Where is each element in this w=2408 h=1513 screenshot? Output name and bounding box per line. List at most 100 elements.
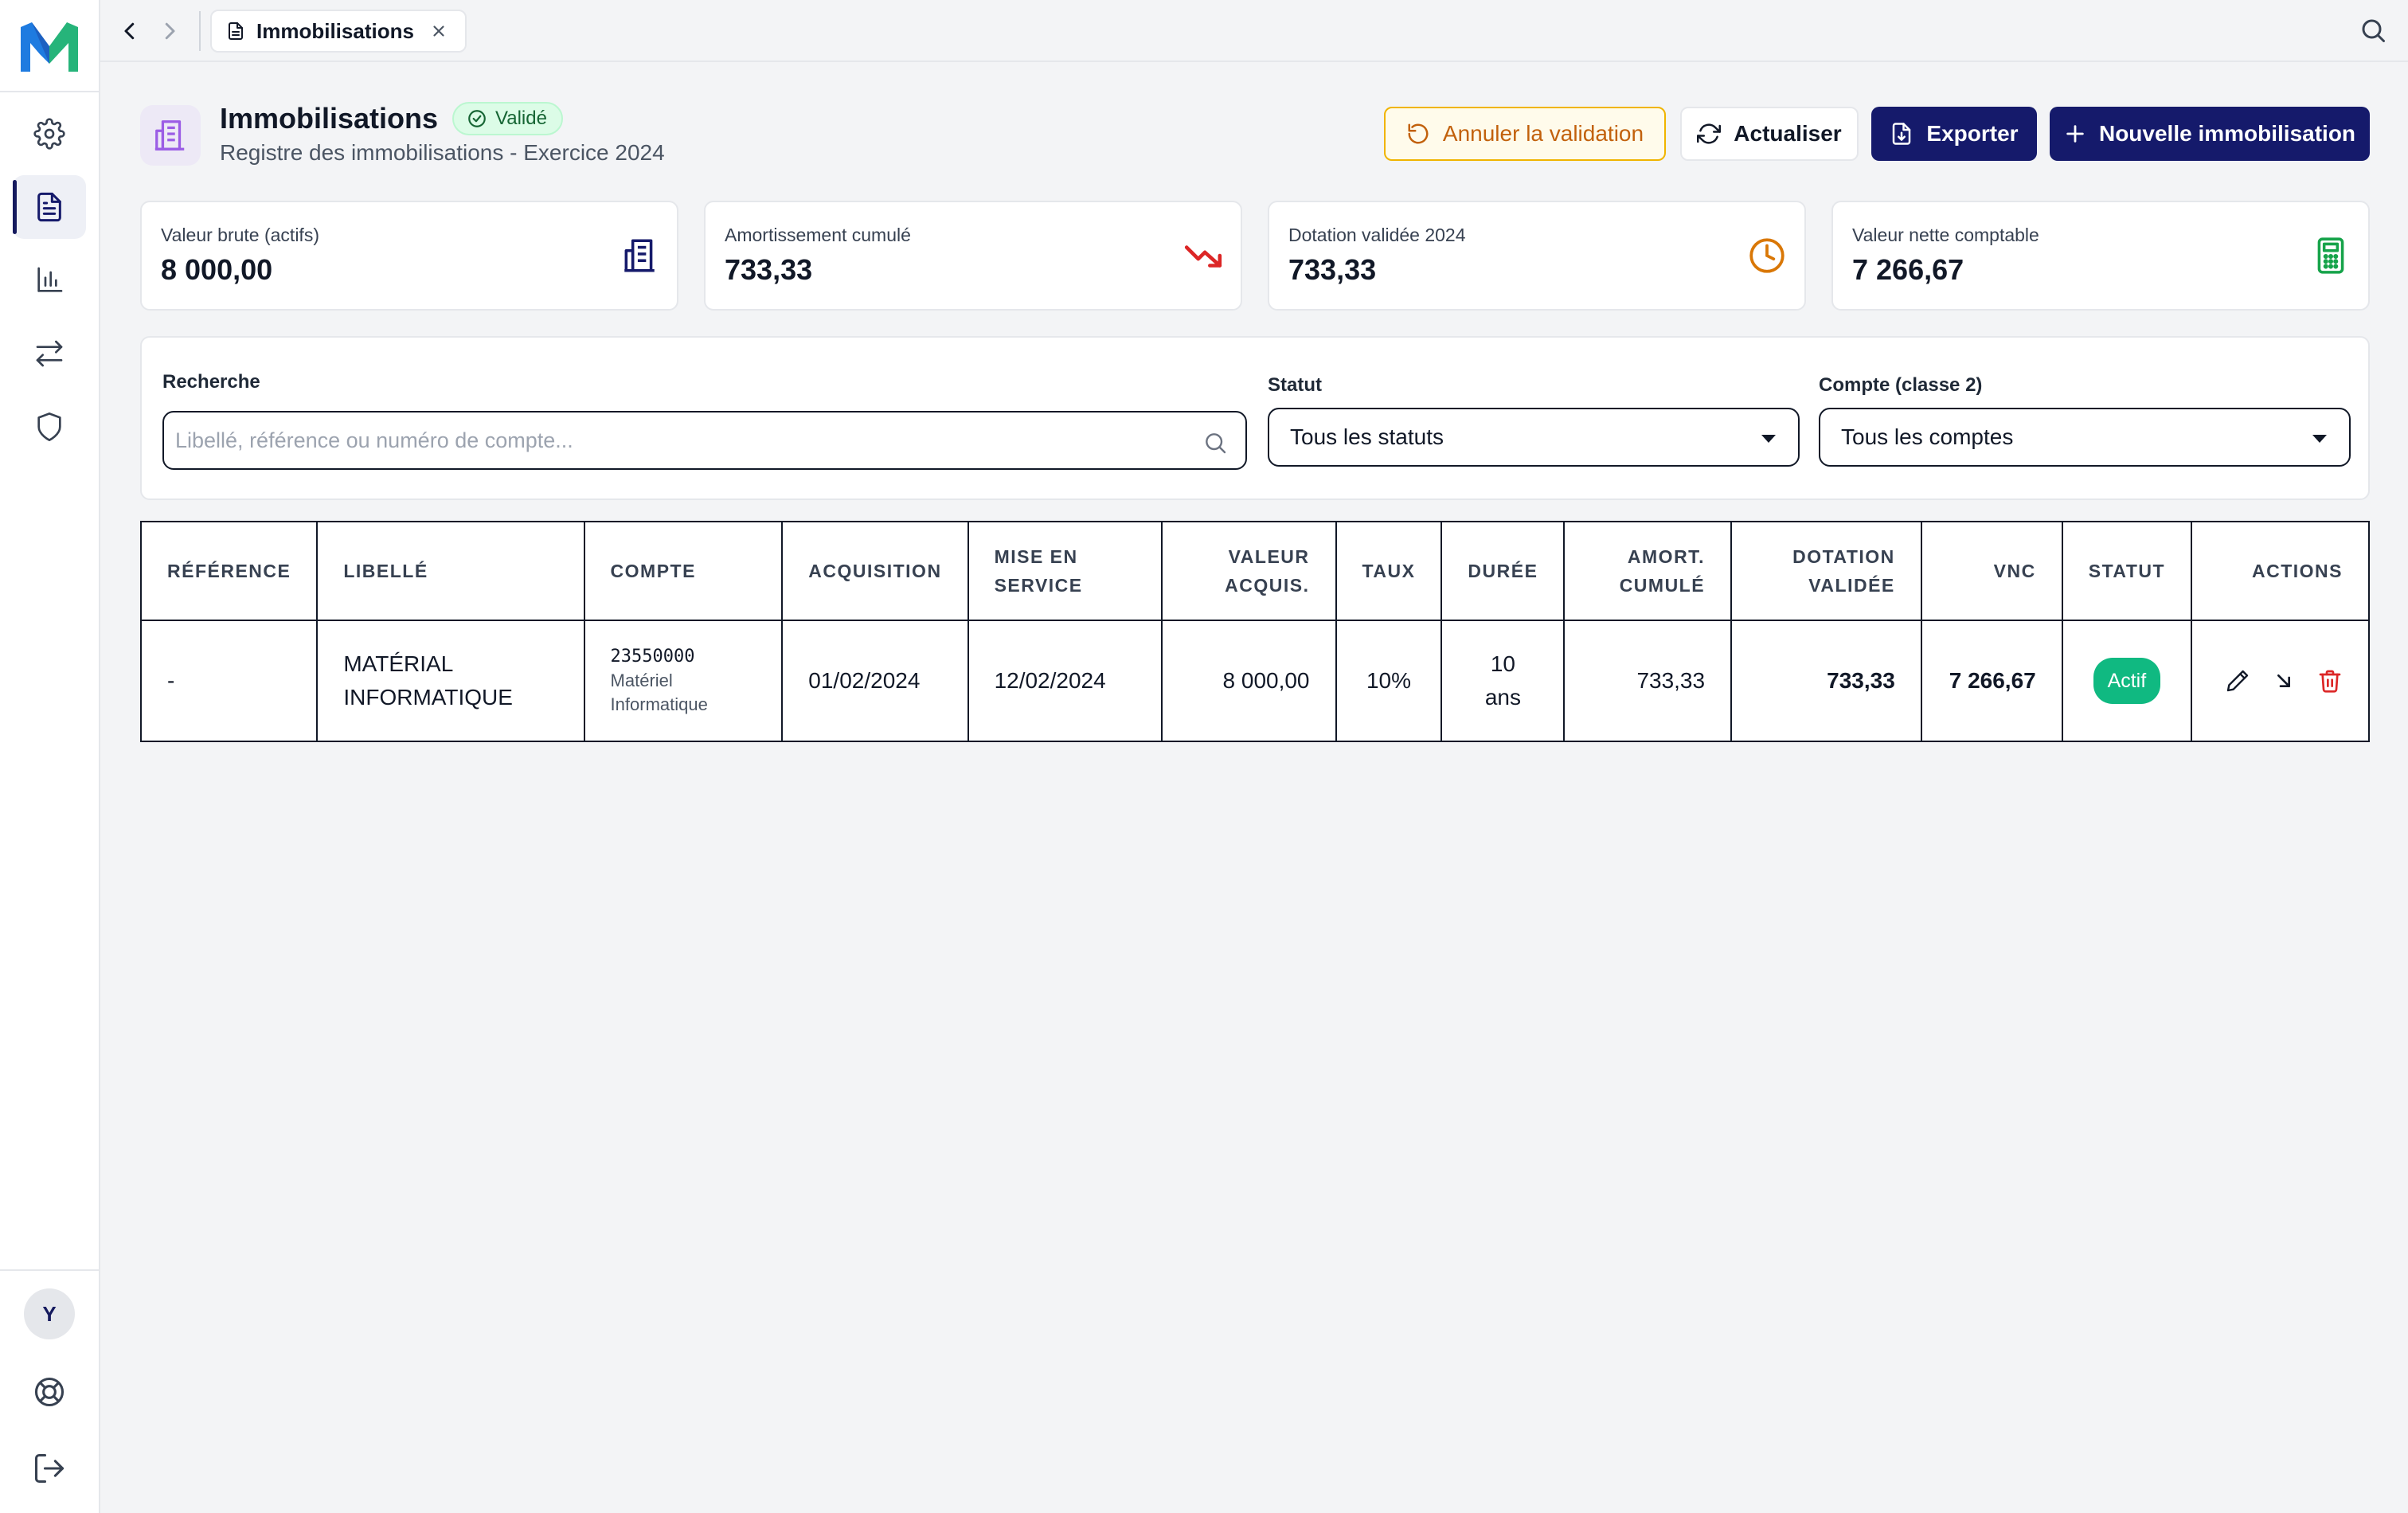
tab-immobilisations[interactable]: Immobilisations (210, 10, 467, 53)
cancel-validation-button[interactable]: Annuler la validation (1384, 107, 1666, 161)
cell-accumulated-amort: 733,33 (1563, 620, 1733, 742)
cell-label: MATÉRIAL INFORMATIQUE (316, 620, 585, 742)
calculator-icon (2317, 237, 2344, 274)
back-arrow-icon[interactable] (118, 19, 142, 43)
column-header-validated-dotation[interactable]: DOTATION VALIDÉE (1730, 521, 1922, 621)
arrow-down-right-icon[interactable] (2271, 668, 2297, 694)
status-select-value: Tous les statuts (1290, 424, 1444, 449)
column-header-accumulated-amort[interactable]: AMORT. CUMULÉ (1563, 521, 1733, 621)
filters-panel: Recherche Statut Tous les statuts Compte… (140, 336, 2370, 500)
chevron-down-icon (2312, 435, 2327, 443)
assets-table: RÉFÉRENCE LIBELLÉ COMPTE ACQUISITION MIS… (139, 521, 2370, 742)
kpi-card-validated-allowance: Dotation validée 2024 733,33 (1268, 201, 1806, 311)
cell-text: MATÉRIAL (343, 651, 454, 676)
header-text: VNC (1993, 561, 2036, 581)
cell-acquisition-value: 8 000,00 (1161, 620, 1337, 742)
cell-text: ans (1484, 685, 1521, 710)
column-header-rate[interactable]: TAUX (1335, 521, 1443, 621)
forward-arrow-icon[interactable] (158, 19, 182, 43)
kpi-value: 7 266,67 (1852, 253, 1964, 286)
cell-acquisition-date: 01/02/2024 (781, 620, 969, 742)
kpi-label: Valeur brute (actifs) (161, 225, 319, 245)
kpi-card-accumulated-depreciation: Amortissement cumulé 733,33 (704, 201, 1242, 311)
tab-bar: Immobilisations (100, 0, 2408, 62)
account-select[interactable]: Tous les comptes (1819, 408, 2351, 467)
account-name: Matériel Informatique (611, 669, 756, 717)
column-header-label[interactable]: LIBELLÉ (316, 521, 585, 621)
status-badge: Validé (452, 102, 563, 135)
search-label: Recherche (162, 371, 260, 393)
column-header-acquisition[interactable]: ACQUISITION (781, 521, 969, 621)
column-header-vnc[interactable]: VNC (1920, 521, 2063, 621)
header-text: DOTATION (1792, 546, 1895, 567)
clock-icon (1749, 238, 1784, 273)
table-row[interactable]: - MATÉRIAL INFORMATIQUE 23550000 Matériel… (139, 620, 2370, 742)
account-number: 23550000 (610, 647, 695, 667)
app-logo[interactable] (21, 22, 78, 72)
add-asset-button[interactable]: Nouvelle immobilisation (2050, 107, 2370, 161)
page-icon (140, 105, 201, 166)
account-select-value: Tous les comptes (1841, 424, 2014, 449)
search-icon[interactable] (2359, 16, 2387, 45)
kpi-value: 733,33 (725, 253, 813, 286)
document-icon (229, 22, 243, 40)
sidebar-item-settings[interactable] (13, 102, 86, 166)
edit-icon[interactable] (2225, 668, 2250, 694)
chevron-down-icon (1761, 435, 1776, 443)
search-input[interactable] (175, 420, 1194, 460)
search-icon (1206, 433, 1226, 454)
sidebar-item-transfers[interactable] (13, 322, 86, 385)
building-icon (624, 239, 655, 272)
cell-text: INFORMATIQUE (343, 685, 513, 710)
gear-icon (33, 118, 65, 150)
refresh-label: Actualiser (1734, 121, 1842, 146)
cell-account: 23550000 Matériel Informatique (583, 620, 784, 742)
column-header-status[interactable]: STATUT (2061, 521, 2193, 621)
column-header-account[interactable]: COMPTE (583, 521, 784, 621)
trash-icon[interactable] (2317, 668, 2343, 694)
kpi-label: Valeur nette comptable (1852, 225, 2039, 245)
arrows-swap-icon (36, 340, 63, 367)
kpi-value: 8 000,00 (161, 253, 273, 286)
status-select[interactable]: Tous les statuts (1268, 408, 1800, 467)
cell-text: Matériel (610, 670, 673, 690)
header-text: STATUT (2088, 561, 2166, 581)
page-subtitle: Registre des immobilisations - Exercice … (220, 140, 665, 165)
header-text: COMPTE (610, 561, 696, 581)
avatar[interactable]: Y (24, 1288, 75, 1339)
export-button[interactable]: Exporter (1871, 107, 2037, 161)
close-icon[interactable] (430, 22, 448, 40)
check-circle-icon (468, 110, 486, 127)
account-filter-label: Compte (classe 2) (1819, 374, 1983, 396)
tab-divider (199, 11, 201, 51)
header-text: DURÉE (1468, 561, 1538, 581)
help-icon[interactable] (32, 1374, 67, 1409)
bar-chart-icon (37, 267, 63, 292)
sidebar-item-documents[interactable] (13, 175, 86, 239)
sidebar: Y (0, 0, 100, 1513)
header-text: AMORT. (1627, 546, 1706, 567)
header-text: LIBELLÉ (343, 561, 428, 581)
sidebar-item-security[interactable] (13, 395, 86, 459)
kpi-card-gross-value: Valeur brute (actifs) 8 000,00 (140, 201, 678, 311)
kpi-card-net-book-value: Valeur nette comptable 7 266,67 (1831, 201, 2370, 311)
logout-icon[interactable] (32, 1451, 67, 1486)
cell-in-service-date: 12/02/2024 (967, 620, 1163, 742)
cancel-validation-label: Annuler la validation (1442, 121, 1644, 146)
document-icon (37, 192, 61, 222)
shield-icon (37, 412, 61, 441)
column-header-in-service[interactable]: MISE EN SERVICE (967, 521, 1163, 621)
plus-icon (2066, 125, 2084, 143)
page-title: Immobilisations (220, 102, 439, 135)
column-header-duration[interactable]: DURÉE (1440, 521, 1566, 621)
header-text: MISE EN (994, 546, 1078, 567)
search-field (162, 411, 1247, 470)
column-header-reference[interactable]: RÉFÉRENCE (139, 521, 319, 621)
kpi-label: Amortissement cumulé (725, 225, 911, 245)
cell-actions (2191, 620, 2370, 742)
status-pill: Actif (2093, 658, 2161, 704)
column-header-acquisition-value[interactable]: VALEUR ACQUIS. (1161, 521, 1337, 621)
sidebar-item-reports[interactable] (13, 248, 86, 312)
refresh-button[interactable]: Actualiser (1680, 107, 1859, 161)
